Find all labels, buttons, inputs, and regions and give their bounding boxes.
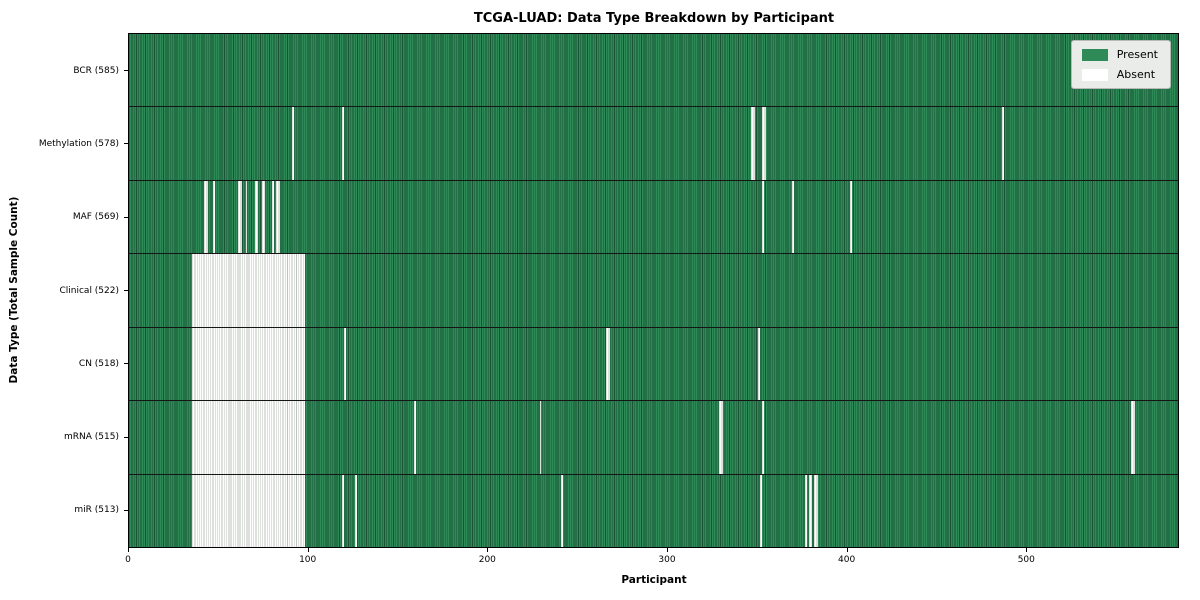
absent-stripe <box>245 180 248 254</box>
rows-container <box>129 34 1178 547</box>
absent-stripe <box>342 107 345 180</box>
row-mir <box>129 473 1178 547</box>
absent-stripe <box>808 474 813 547</box>
y-tick-mark <box>124 216 128 218</box>
absent-stripe <box>191 254 305 327</box>
x-tick-label: 400 <box>838 555 856 565</box>
y-tick-mark <box>124 290 128 291</box>
x-tick-label: 0 <box>125 555 131 565</box>
absent-stripe <box>813 474 818 547</box>
absent-stripe <box>254 180 259 254</box>
absent-stripe <box>718 401 723 474</box>
absent-stripe <box>213 180 216 254</box>
absent-stripe <box>191 327 305 401</box>
absent-stripe <box>191 474 305 547</box>
x-tick-mark <box>307 548 309 552</box>
x-tick-label: 200 <box>478 555 496 565</box>
absent-stripe <box>1131 401 1135 474</box>
legend-absent-swatch <box>1081 68 1108 81</box>
y-tick-mark <box>124 70 128 72</box>
absent-stripe <box>539 401 542 474</box>
y-tick-label: BCR (585) <box>73 65 119 76</box>
x-tick-mark <box>487 548 489 552</box>
x-tick-mark <box>1026 548 1028 552</box>
plot-area: Present Absent <box>128 33 1179 548</box>
absent-stripe <box>191 401 305 474</box>
x-tick-label: 300 <box>658 555 676 565</box>
x-tick-label: 100 <box>299 555 317 565</box>
y-tick-mark <box>124 363 128 365</box>
x-tick-mark <box>846 548 848 552</box>
absent-stripe <box>761 401 764 474</box>
absent-stripe <box>760 474 762 547</box>
absent-stripe <box>276 180 280 254</box>
absent-stripe <box>605 327 610 401</box>
row-methylation <box>129 106 1178 180</box>
absent-stripe <box>238 180 242 254</box>
absent-stripe <box>204 180 208 254</box>
row-cn <box>129 326 1178 401</box>
absent-stripe <box>561 474 563 547</box>
absent-stripe <box>261 180 266 254</box>
y-tick-mark <box>124 436 128 438</box>
row-maf <box>129 179 1178 254</box>
absent-stripe <box>354 474 357 547</box>
legend-present-label: Present <box>1116 48 1158 61</box>
absent-stripe <box>792 180 795 254</box>
absent-stripe <box>761 180 764 254</box>
y-tick-mark <box>124 143 128 145</box>
absent-stripe <box>272 180 275 254</box>
absent-stripe <box>414 401 416 474</box>
chart-title: TCGA-LUAD: Data Type Breakdown by Partic… <box>473 11 835 26</box>
row-bcr <box>129 34 1178 107</box>
absent-stripe <box>344 327 346 401</box>
absent-stripe <box>751 107 755 180</box>
row-mrna <box>129 400 1178 474</box>
absent-stripe <box>761 107 766 180</box>
x-tick-label: 500 <box>1017 555 1035 565</box>
x-axis-label: Participant <box>621 574 687 586</box>
x-tick-mark <box>128 548 129 552</box>
absent-stripe <box>342 474 345 547</box>
y-tick-label: miR (513) <box>74 505 119 516</box>
legend-absent-label: Absent <box>1116 68 1156 81</box>
legend-present-swatch <box>1081 48 1108 61</box>
y-tick-label: CN (518) <box>78 358 119 369</box>
absent-stripe <box>849 180 852 254</box>
row-clinical <box>129 253 1178 327</box>
absent-stripe <box>292 107 294 180</box>
y-tick-label: Methylation (578) <box>38 138 119 149</box>
x-tick-mark <box>666 548 668 552</box>
absent-stripe <box>1002 107 1005 180</box>
absent-stripe <box>758 327 761 401</box>
legend-item-absent: Absent <box>1081 68 1158 81</box>
legend-item-present: Present <box>1081 48 1158 61</box>
y-tick-label: Clinical (522) <box>59 285 119 296</box>
y-tick-mark <box>124 509 128 511</box>
absent-stripe <box>805 474 807 547</box>
y-tick-label: mRNA (515) <box>64 432 119 443</box>
y-tick-label: MAF (569) <box>72 212 119 223</box>
legend: Present Absent <box>1070 40 1171 89</box>
